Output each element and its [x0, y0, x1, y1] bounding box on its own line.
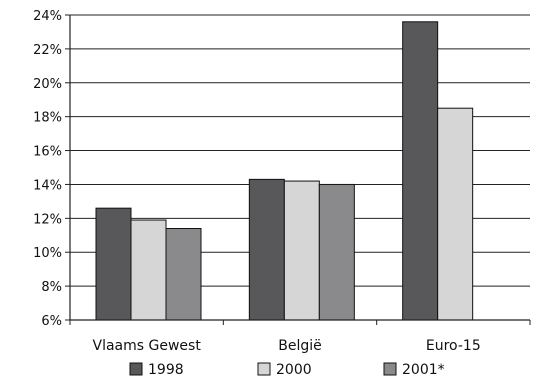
- x-category-label: Vlaams Gewest: [93, 338, 202, 354]
- legend-label: 2001*: [402, 362, 445, 378]
- y-tick-label: 8%: [41, 280, 62, 295]
- y-tick-label: 20%: [33, 77, 62, 92]
- y-tick-label: 16%: [33, 145, 62, 160]
- y-tick-labels: 6% 8% 10% 12% 14% 16% 18% 20% 22% 24%: [33, 9, 62, 329]
- y-tick-label: 14%: [33, 178, 62, 193]
- legend: 1998 2000 2001*: [129, 362, 445, 378]
- bar-2000-1: [283, 180, 320, 321]
- y-tick-label: 18%: [33, 111, 62, 126]
- legend-swatch: [129, 362, 143, 376]
- axes: [65, 14, 531, 325]
- legend-swatch: [383, 362, 397, 376]
- bar-1998-1: [248, 178, 285, 321]
- bar-2000-2: [437, 107, 474, 321]
- y-tick-label: 12%: [33, 212, 62, 227]
- y-tick-label: 22%: [33, 43, 62, 58]
- y-tick-label: 10%: [33, 246, 62, 261]
- bar-2000-0: [130, 219, 167, 321]
- bar-2001-1: [318, 183, 355, 321]
- y-tick-label: 24%: [33, 9, 62, 24]
- bar-1998-0: [95, 207, 132, 321]
- legend-label: 2000: [276, 362, 312, 378]
- legend-swatch: [257, 362, 271, 376]
- y-tick-label: 6%: [41, 314, 62, 329]
- bar-1998-2: [402, 21, 439, 321]
- x-category-label: België: [278, 338, 322, 354]
- bar-2001-0: [165, 228, 202, 321]
- legend-label: 1998: [148, 362, 184, 378]
- bars: [95, 21, 474, 321]
- x-category-label: Euro-15: [426, 338, 481, 354]
- x-category-labels: Vlaams Gewest België Euro-15: [93, 338, 481, 354]
